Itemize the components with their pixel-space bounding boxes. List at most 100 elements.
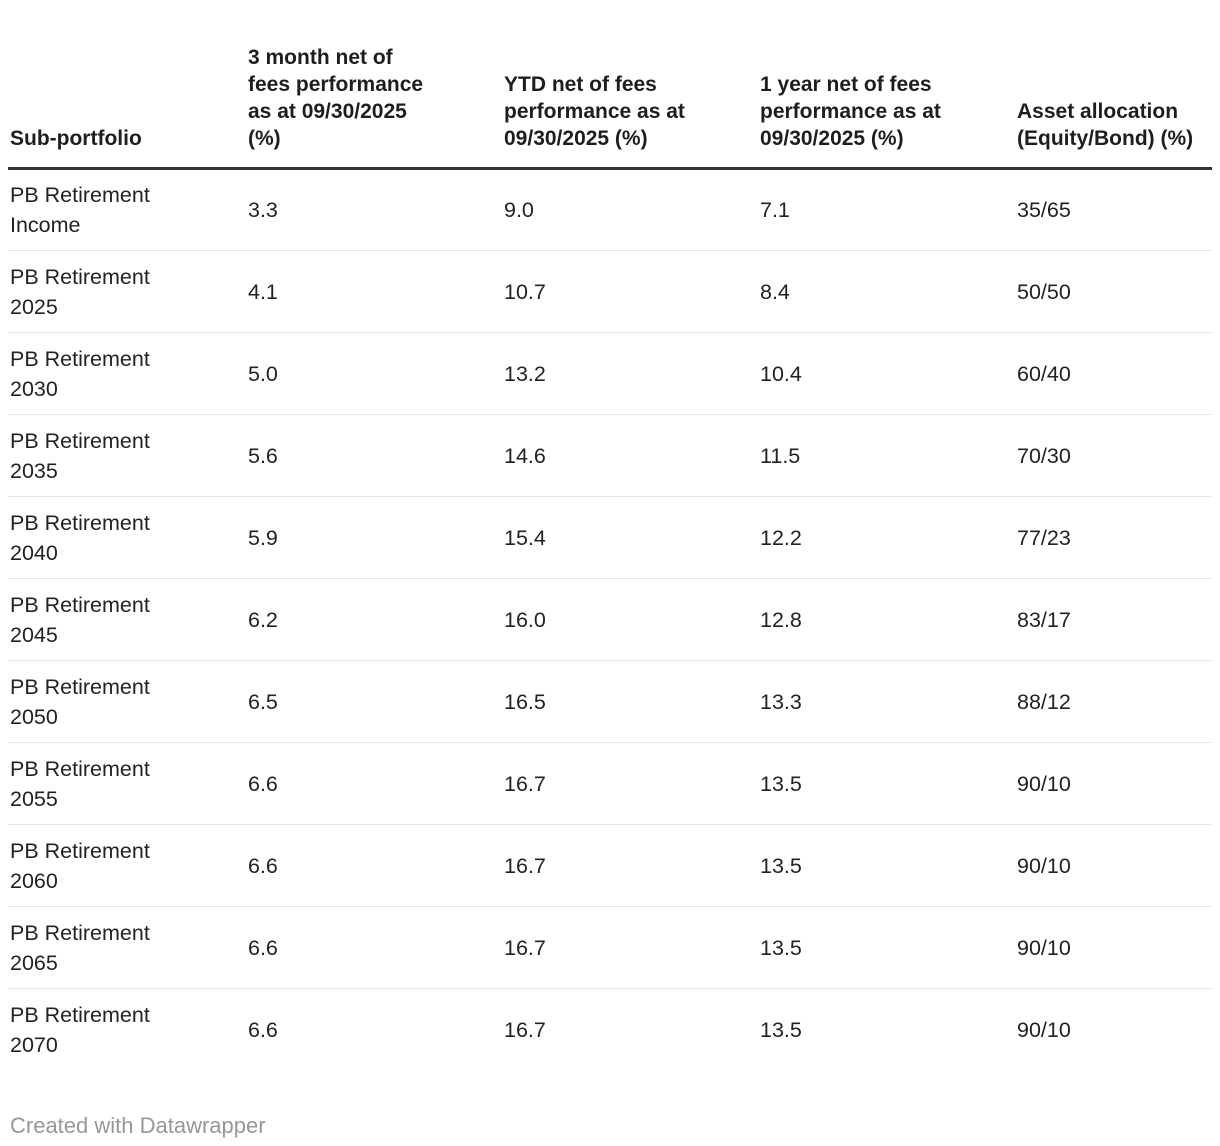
cell-value: 5.9 <box>248 525 278 550</box>
cell-3-month: 3.3 <box>248 168 504 251</box>
cell-value: 88/12 <box>1017 689 1071 714</box>
cell-sub-portfolio: PB Retirement 2035 <box>8 414 248 497</box>
cell-value: 16.0 <box>504 607 546 632</box>
cell-value: 6.5 <box>248 689 278 714</box>
cell-ytd: 16.5 <box>504 660 760 743</box>
sub-portfolio-name: PB Retirement 2040 <box>10 510 150 565</box>
cell-value: 16.7 <box>504 771 546 796</box>
cell-value: 90/10 <box>1017 935 1071 960</box>
cell-allocation: 35/65 <box>1017 168 1212 251</box>
cell-value: 15.4 <box>504 525 546 550</box>
sub-portfolio-name: PB Retirement 2035 <box>10 428 150 483</box>
cell-1-year: 12.8 <box>760 578 1017 661</box>
cell-allocation: 77/23 <box>1017 496 1212 579</box>
cell-ytd: 16.7 <box>504 906 760 989</box>
cell-value: 13.3 <box>760 689 802 714</box>
sub-portfolio-name: PB Retirement 2065 <box>10 920 150 975</box>
table-row: PB Retirement 2030 5.0 13.2 10.4 60/40 <box>8 332 1212 415</box>
cell-3-month: 5.6 <box>248 414 504 497</box>
col-header-asset-allocation: Asset allocation (Equity/Bond) (%) <box>1017 0 1212 170</box>
cell-1-year: 11.5 <box>760 414 1017 497</box>
cell-value: 50/50 <box>1017 279 1071 304</box>
table-row: PB Retirement 2055 6.6 16.7 13.5 90/10 <box>8 742 1212 825</box>
cell-allocation: 90/10 <box>1017 989 1212 1071</box>
cell-allocation: 90/10 <box>1017 906 1212 989</box>
cell-3-month: 6.5 <box>248 660 504 743</box>
cell-value: 6.6 <box>248 771 278 796</box>
cell-1-year: 7.1 <box>760 168 1017 251</box>
cell-value: 16.7 <box>504 935 546 960</box>
cell-value: 11.5 <box>760 443 801 468</box>
datawrapper-attribution-link[interactable]: Created with Datawrapper <box>10 1112 266 1138</box>
cell-value: 12.2 <box>760 525 802 550</box>
cell-allocation: 70/30 <box>1017 414 1212 497</box>
cell-ytd: 16.7 <box>504 742 760 825</box>
table-row: PB Retirement 2070 6.6 16.7 13.5 90/10 <box>8 989 1212 1071</box>
cell-value: 13.2 <box>504 361 546 386</box>
sub-portfolio-name: PB Retirement 2045 <box>10 592 150 647</box>
cell-value: 9.0 <box>504 198 534 222</box>
cell-value: 70/30 <box>1017 443 1071 468</box>
cell-ytd: 16.7 <box>504 824 760 907</box>
performance-table: Sub-portfolio 3 month net of fees perfor… <box>8 0 1212 1071</box>
cell-value: 6.6 <box>248 853 278 878</box>
sub-portfolio-name: PB Retirement 2025 <box>10 264 150 319</box>
cell-3-month: 6.6 <box>248 989 504 1071</box>
cell-value: 90/10 <box>1017 771 1071 796</box>
cell-value: 5.6 <box>248 443 278 468</box>
cell-sub-portfolio: PB Retirement 2045 <box>8 578 248 661</box>
cell-sub-portfolio: PB Retirement 2070 <box>8 989 248 1071</box>
cell-1-year: 13.5 <box>760 906 1017 989</box>
cell-allocation: 83/17 <box>1017 578 1212 661</box>
cell-value: 35/65 <box>1017 198 1071 222</box>
table-row: PB Retirement 2025 4.1 10.7 8.4 50/50 <box>8 250 1212 333</box>
cell-value: 3.3 <box>248 198 278 222</box>
cell-value: 16.5 <box>504 689 546 714</box>
cell-sub-portfolio: PB Retirement 2060 <box>8 824 248 907</box>
sub-portfolio-name: PB Retirement 2030 <box>10 346 150 401</box>
col-header-ytd-performance: YTD net of fees performance as at 09/30/… <box>504 0 760 170</box>
cell-1-year: 8.4 <box>760 250 1017 333</box>
sub-portfolio-name: PB Retirement 2070 <box>10 1002 150 1057</box>
cell-allocation: 50/50 <box>1017 250 1212 333</box>
cell-value: 16.7 <box>504 853 546 878</box>
cell-value: 6.2 <box>248 607 278 632</box>
table-row: PB Retirement 2065 6.6 16.7 13.5 90/10 <box>8 906 1212 989</box>
cell-sub-portfolio: PB Retirement 2065 <box>8 906 248 989</box>
cell-ytd: 10.7 <box>504 250 760 333</box>
sub-portfolio-name: PB Retirement Income <box>10 183 150 237</box>
table-row: PB Retirement 2035 5.6 14.6 11.5 70/30 <box>8 414 1212 497</box>
cell-ytd: 16.0 <box>504 578 760 661</box>
cell-value: 5.0 <box>248 361 278 386</box>
cell-value: 14.6 <box>504 443 546 468</box>
cell-1-year: 13.3 <box>760 660 1017 743</box>
cell-sub-portfolio: PB Retirement 2025 <box>8 250 248 333</box>
table-row: PB Retirement 2060 6.6 16.7 13.5 90/10 <box>8 824 1212 907</box>
cell-value: 12.8 <box>760 607 802 632</box>
cell-3-month: 5.0 <box>248 332 504 415</box>
table-row: PB Retirement 2050 6.5 16.5 13.3 88/12 <box>8 660 1212 743</box>
table-row: PB Retirement 2045 6.2 16.0 12.8 83/17 <box>8 578 1212 661</box>
cell-value: 13.5 <box>760 935 802 960</box>
cell-value: 10.4 <box>760 361 802 386</box>
cell-3-month: 4.1 <box>248 250 504 333</box>
sub-portfolio-name: PB Retirement 2060 <box>10 838 150 893</box>
table-row: PB Retirement Income 3.3 9.0 7.1 35/65 <box>8 168 1212 251</box>
cell-value: 6.6 <box>248 1017 278 1042</box>
cell-sub-portfolio: PB Retirement 2040 <box>8 496 248 579</box>
cell-value: 8.4 <box>760 279 790 304</box>
header-row: Sub-portfolio 3 month net of fees perfor… <box>8 0 1212 170</box>
cell-ytd: 14.6 <box>504 414 760 497</box>
cell-1-year: 13.5 <box>760 989 1017 1071</box>
sub-portfolio-name: PB Retirement 2055 <box>10 756 150 811</box>
col-header-sub-portfolio: Sub-portfolio <box>8 0 248 170</box>
cell-ytd: 13.2 <box>504 332 760 415</box>
cell-value: 4.1 <box>248 279 278 304</box>
cell-sub-portfolio: PB Retirement 2050 <box>8 660 248 743</box>
cell-3-month: 6.6 <box>248 906 504 989</box>
cell-1-year: 12.2 <box>760 496 1017 579</box>
col-header-3-month-performance: 3 month net of fees performance as at 09… <box>248 0 504 170</box>
cell-allocation: 90/10 <box>1017 824 1212 907</box>
cell-value: 60/40 <box>1017 361 1071 386</box>
